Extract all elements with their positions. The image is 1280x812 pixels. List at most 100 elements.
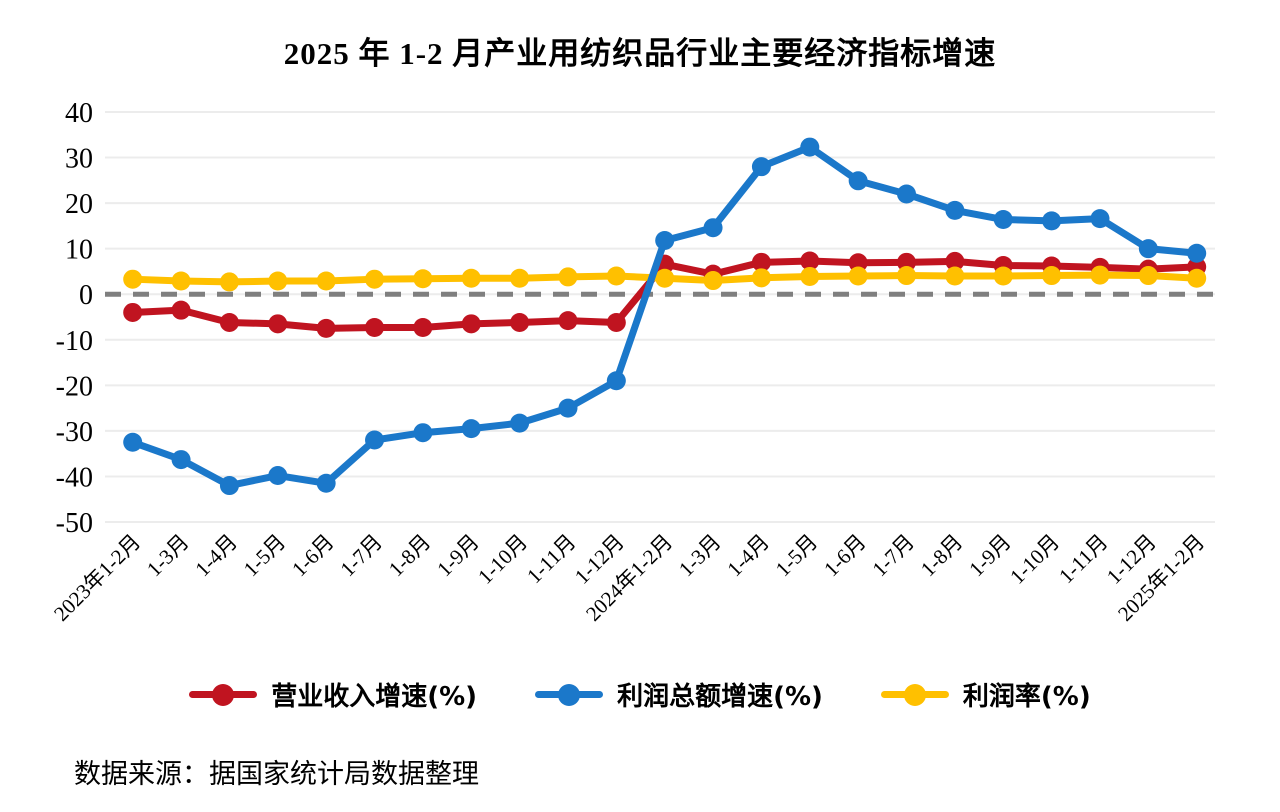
svg-text:1-10月: 1-10月: [1005, 530, 1064, 589]
data-point: [1138, 266, 1158, 286]
data-point: [461, 314, 481, 334]
data-point: [945, 266, 965, 286]
svg-text:1-3月: 1-3月: [142, 530, 194, 582]
data-point: [268, 314, 288, 334]
legend-marker-0: [189, 683, 258, 706]
data-point: [751, 157, 771, 177]
svg-text:1-3月: 1-3月: [674, 530, 726, 582]
x-axis-ticks: 2023年1-2月1-3月1-4月1-5月1-6月1-7月1-8月1-9月1-1…: [49, 530, 1209, 626]
data-point: [993, 210, 1013, 230]
data-point: [558, 267, 578, 287]
legend-dot-icon: [903, 683, 926, 706]
legend-label-profit-margin: 利润率(%): [962, 682, 1091, 712]
data-point: [703, 271, 723, 291]
legend-label-profit-growth: 利润总额增速(%): [617, 682, 823, 712]
svg-text:-10: -10: [56, 326, 93, 357]
data-point: [171, 271, 191, 291]
data-point: [655, 268, 675, 288]
svg-text:1-6月: 1-6月: [287, 530, 339, 582]
legend-dot-icon: [212, 683, 235, 706]
series-2: [123, 265, 1207, 292]
svg-text:-40: -40: [56, 462, 93, 493]
data-point: [219, 476, 239, 496]
data-point: [123, 302, 143, 322]
legend-item-profit-growth: 利润总额增速(%): [535, 676, 823, 713]
data-point: [413, 423, 433, 443]
page-title: 2025 年 1-2 月产业用纺织品行业主要经济指标增速: [283, 36, 997, 71]
svg-text:20: 20: [65, 189, 93, 220]
svg-text:0: 0: [79, 280, 93, 311]
data-point: [897, 266, 917, 286]
data-point: [800, 137, 820, 157]
data-point: [1090, 265, 1110, 285]
y-axis-ticks: 40 30 20 10 0 -10 -20 -30 -40 -50: [56, 98, 93, 539]
legend-dot-icon: [558, 683, 581, 706]
svg-text:-30: -30: [56, 417, 93, 448]
data-point: [413, 317, 433, 337]
data-point: [897, 252, 917, 272]
data-point: [945, 251, 965, 271]
data-point: [1138, 239, 1158, 259]
data-point: [800, 266, 820, 286]
svg-text:1-11月: 1-11月: [1054, 530, 1112, 588]
svg-text:-20: -20: [56, 371, 93, 402]
line-chart-canvas: 403020100-10-20-30-40-502023年1-2月1-3月1-4…: [49, 98, 1215, 626]
data-point: [316, 318, 336, 338]
data-point: [461, 268, 481, 288]
svg-text:1-7月: 1-7月: [335, 530, 387, 582]
data-point: [268, 271, 288, 291]
svg-text:10: 10: [65, 235, 93, 266]
svg-text:40: 40: [65, 98, 93, 129]
data-point: [751, 252, 771, 272]
data-point: [558, 311, 578, 331]
svg-text:1-10月: 1-10月: [473, 530, 532, 589]
data-point: [848, 171, 868, 191]
data-point: [1187, 268, 1207, 288]
data-source-note: 数据来源：据国家统计局数据整理: [74, 759, 479, 789]
data-point: [703, 218, 723, 238]
chart-legend: 营业收入增速(%) 利润总额增速(%) 利润率(%): [0, 676, 1280, 713]
data-point: [1042, 266, 1062, 286]
data-point: [171, 450, 191, 470]
data-point: [897, 184, 917, 204]
data-point: [171, 300, 191, 320]
data-point: [510, 312, 530, 332]
legend-label-revenue-growth: 营业收入增速(%): [271, 682, 478, 712]
data-point: [751, 268, 771, 288]
svg-text:1-8月: 1-8月: [384, 530, 436, 582]
svg-text:1-5月: 1-5月: [239, 530, 291, 582]
data-point: [461, 419, 481, 439]
data-point: [606, 312, 626, 332]
data-point: [606, 266, 626, 286]
svg-text:1-7月: 1-7月: [867, 530, 919, 582]
data-point: [510, 413, 530, 433]
svg-text:1-11月: 1-11月: [522, 530, 580, 588]
data-point: [123, 432, 143, 452]
svg-text:2023年1-2月: 2023年1-2月: [49, 530, 145, 626]
data-point: [848, 253, 868, 273]
data-point: [316, 473, 336, 493]
legend-marker-2: [880, 683, 949, 706]
legend-marker-1: [535, 683, 604, 706]
svg-text:30: 30: [65, 144, 93, 175]
data-point: [945, 200, 965, 220]
data-point: [365, 430, 385, 450]
data-point: [510, 268, 530, 288]
legend-item-profit-margin: 利润率(%): [880, 676, 1091, 713]
data-point: [606, 371, 626, 391]
data-point: [268, 466, 288, 486]
svg-text:1-5月: 1-5月: [771, 530, 823, 582]
data-point: [365, 317, 385, 337]
legend-item-revenue-growth: 营业收入增速(%): [189, 676, 477, 713]
data-point: [123, 269, 143, 289]
data-point: [413, 269, 433, 289]
svg-text:1-8月: 1-8月: [916, 530, 968, 582]
gridlines: [105, 111, 1215, 523]
data-point: [1090, 209, 1110, 229]
data-point: [1042, 211, 1062, 231]
svg-text:1-4月: 1-4月: [190, 530, 242, 582]
series-1: [123, 137, 1207, 496]
data-point: [1187, 243, 1207, 263]
data-point: [800, 251, 820, 271]
data-point: [316, 271, 336, 291]
